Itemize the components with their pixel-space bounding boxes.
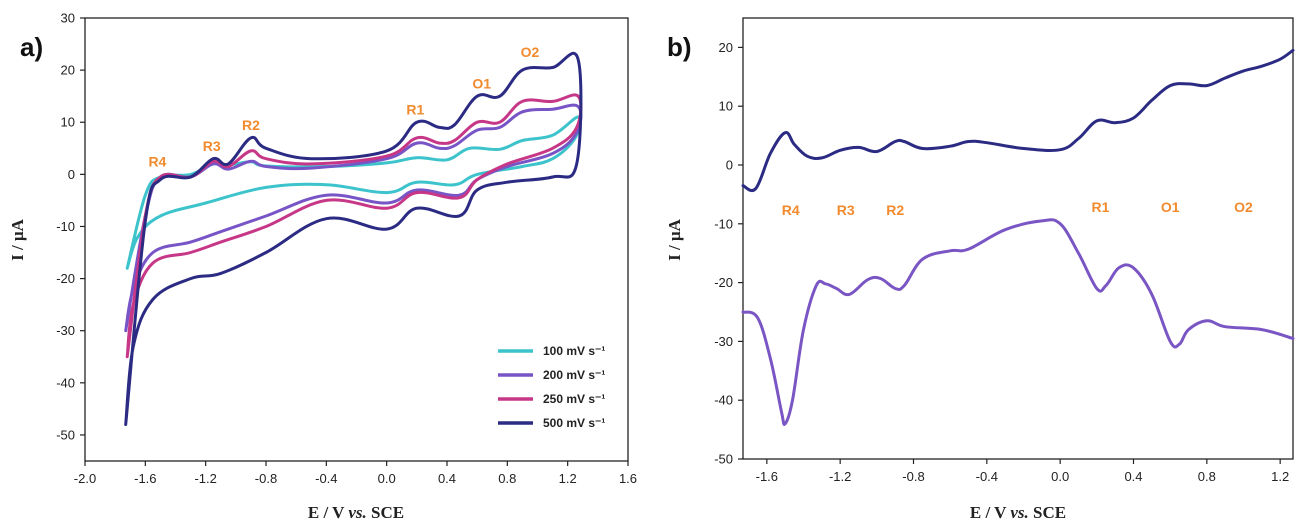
y-tick-label: 20 xyxy=(61,63,75,78)
series-line-2 xyxy=(741,218,1295,426)
y-tick-label: 10 xyxy=(719,99,733,114)
x-tick-label: 0.8 xyxy=(1198,469,1216,484)
peak-label-r4: R4 xyxy=(148,154,166,170)
peak-label-o1: O1 xyxy=(1161,199,1180,215)
y-tick-label: -50 xyxy=(714,452,733,467)
panel-b-x-axis-label: E / V vs. SCE xyxy=(970,503,1066,522)
x-tick-label: -1.2 xyxy=(194,471,216,486)
y-tick-label: -50 xyxy=(56,427,75,442)
x-tick-label: 1.2 xyxy=(1271,469,1289,484)
panel-a-plot-frame xyxy=(84,17,629,462)
panel-b-peak-labels: R4 R3 R2 R1 O1 O2 xyxy=(782,199,1253,218)
panel-a-ticks: -2.0 -1.6 -1.2 -0.8 -0.4 0.0 0.4 0.8 1.2 1.6 30 20 1… xyxy=(56,11,637,487)
x-tick-label: -0.8 xyxy=(255,471,277,486)
x-tick-label: -1.2 xyxy=(829,469,851,484)
x-tick-label: 1.2 xyxy=(559,471,577,486)
panel-a-peak-labels: R4 R3 R2 R1 O1 O2 xyxy=(148,44,539,169)
panel-b-y-axis-label: I / μA xyxy=(665,218,684,260)
panel-a-chart: a) -2.0 -1.6 -1.2 -0.8 -0.4 0.0 0.4 0.8 1.2 1.6 30… xyxy=(8,11,637,523)
series-line-4 xyxy=(124,51,583,426)
legend-label-2: 200 mV s⁻¹ xyxy=(543,368,605,382)
x-tick-label: -1.6 xyxy=(134,471,156,486)
panel-a-y-axis-label: I / μA xyxy=(8,218,27,260)
peak-label-r4: R4 xyxy=(782,202,800,218)
peak-label-r2: R2 xyxy=(886,202,904,218)
y-tick-label: 10 xyxy=(61,115,75,130)
x-tick-label: -0.4 xyxy=(976,469,998,484)
series-line-2 xyxy=(124,103,583,333)
peak-label-o2: O2 xyxy=(521,44,540,60)
series-line-1 xyxy=(125,115,582,270)
x-tick-label: -0.4 xyxy=(315,471,337,486)
peak-label-r3: R3 xyxy=(203,138,221,154)
panel-b-chart: b) -1.6 -1.2 -0.8 -0.4 0.0 0.4 0.8 1.220100-10-… xyxy=(665,17,1295,522)
y-tick-label: 20 xyxy=(719,40,733,55)
legend-label-4: 500 mV s⁻¹ xyxy=(543,416,605,430)
y-tick-label: -20 xyxy=(714,275,733,290)
peak-label-r1: R1 xyxy=(406,101,424,117)
y-tick-label: -10 xyxy=(56,219,75,234)
series-line-3 xyxy=(125,93,583,359)
legend-label-3: 250 mV s⁻¹ xyxy=(543,392,605,406)
panel-a-x-axis-label: E / V vs. SCE xyxy=(308,503,404,522)
x-tick-label: 0.8 xyxy=(498,471,516,486)
panel-b-ticks: -1.6 -1.2 -0.8 -0.4 0.0 0.4 0.8 1.2 20 10 0 -10 -20 -… xyxy=(714,40,1289,484)
y-tick-label: 0 xyxy=(68,167,75,182)
x-tick-label: -2.0 xyxy=(74,471,96,486)
x-tick-label: 0.4 xyxy=(438,471,456,486)
peak-label-r1: R1 xyxy=(1092,199,1110,215)
y-tick-label: -40 xyxy=(714,393,733,408)
y-tick-label: -30 xyxy=(56,323,75,338)
y-tick-label: -40 xyxy=(56,375,75,390)
panel-b-letter: b) xyxy=(667,32,692,62)
x-tick-label: -1.6 xyxy=(756,469,778,484)
peak-label-r3: R3 xyxy=(837,202,855,218)
legend-label-1: 100 mV s⁻¹ xyxy=(543,344,605,358)
x-tick-label: -0.8 xyxy=(902,469,924,484)
panel-a-legend: 100 mV s⁻¹ 200 mV s⁻¹ 250 mV s⁻¹ 500 mV s⁻¹ xyxy=(498,344,605,430)
x-tick-label: 1.6 xyxy=(619,471,637,486)
x-tick-label: 0.0 xyxy=(378,471,396,486)
y-tick-label: -30 xyxy=(714,334,733,349)
x-tick-label: 0.0 xyxy=(1051,469,1069,484)
panel-b-curves xyxy=(741,48,1295,426)
panel-b-plot-frame xyxy=(742,17,1294,460)
panel-a-letter: a) xyxy=(20,32,43,62)
x-tick-label: 0.4 xyxy=(1124,469,1142,484)
peak-label-o2: O2 xyxy=(1234,199,1253,215)
y-tick-label: -10 xyxy=(714,216,733,231)
panel-a-curves xyxy=(124,51,583,426)
peak-label-r2: R2 xyxy=(242,117,260,133)
y-tick-label: 0 xyxy=(726,158,733,173)
y-tick-label: 30 xyxy=(61,11,75,26)
peak-label-o1: O1 xyxy=(472,75,491,91)
y-tick-label: -20 xyxy=(56,271,75,286)
series-line-1 xyxy=(741,48,1295,193)
